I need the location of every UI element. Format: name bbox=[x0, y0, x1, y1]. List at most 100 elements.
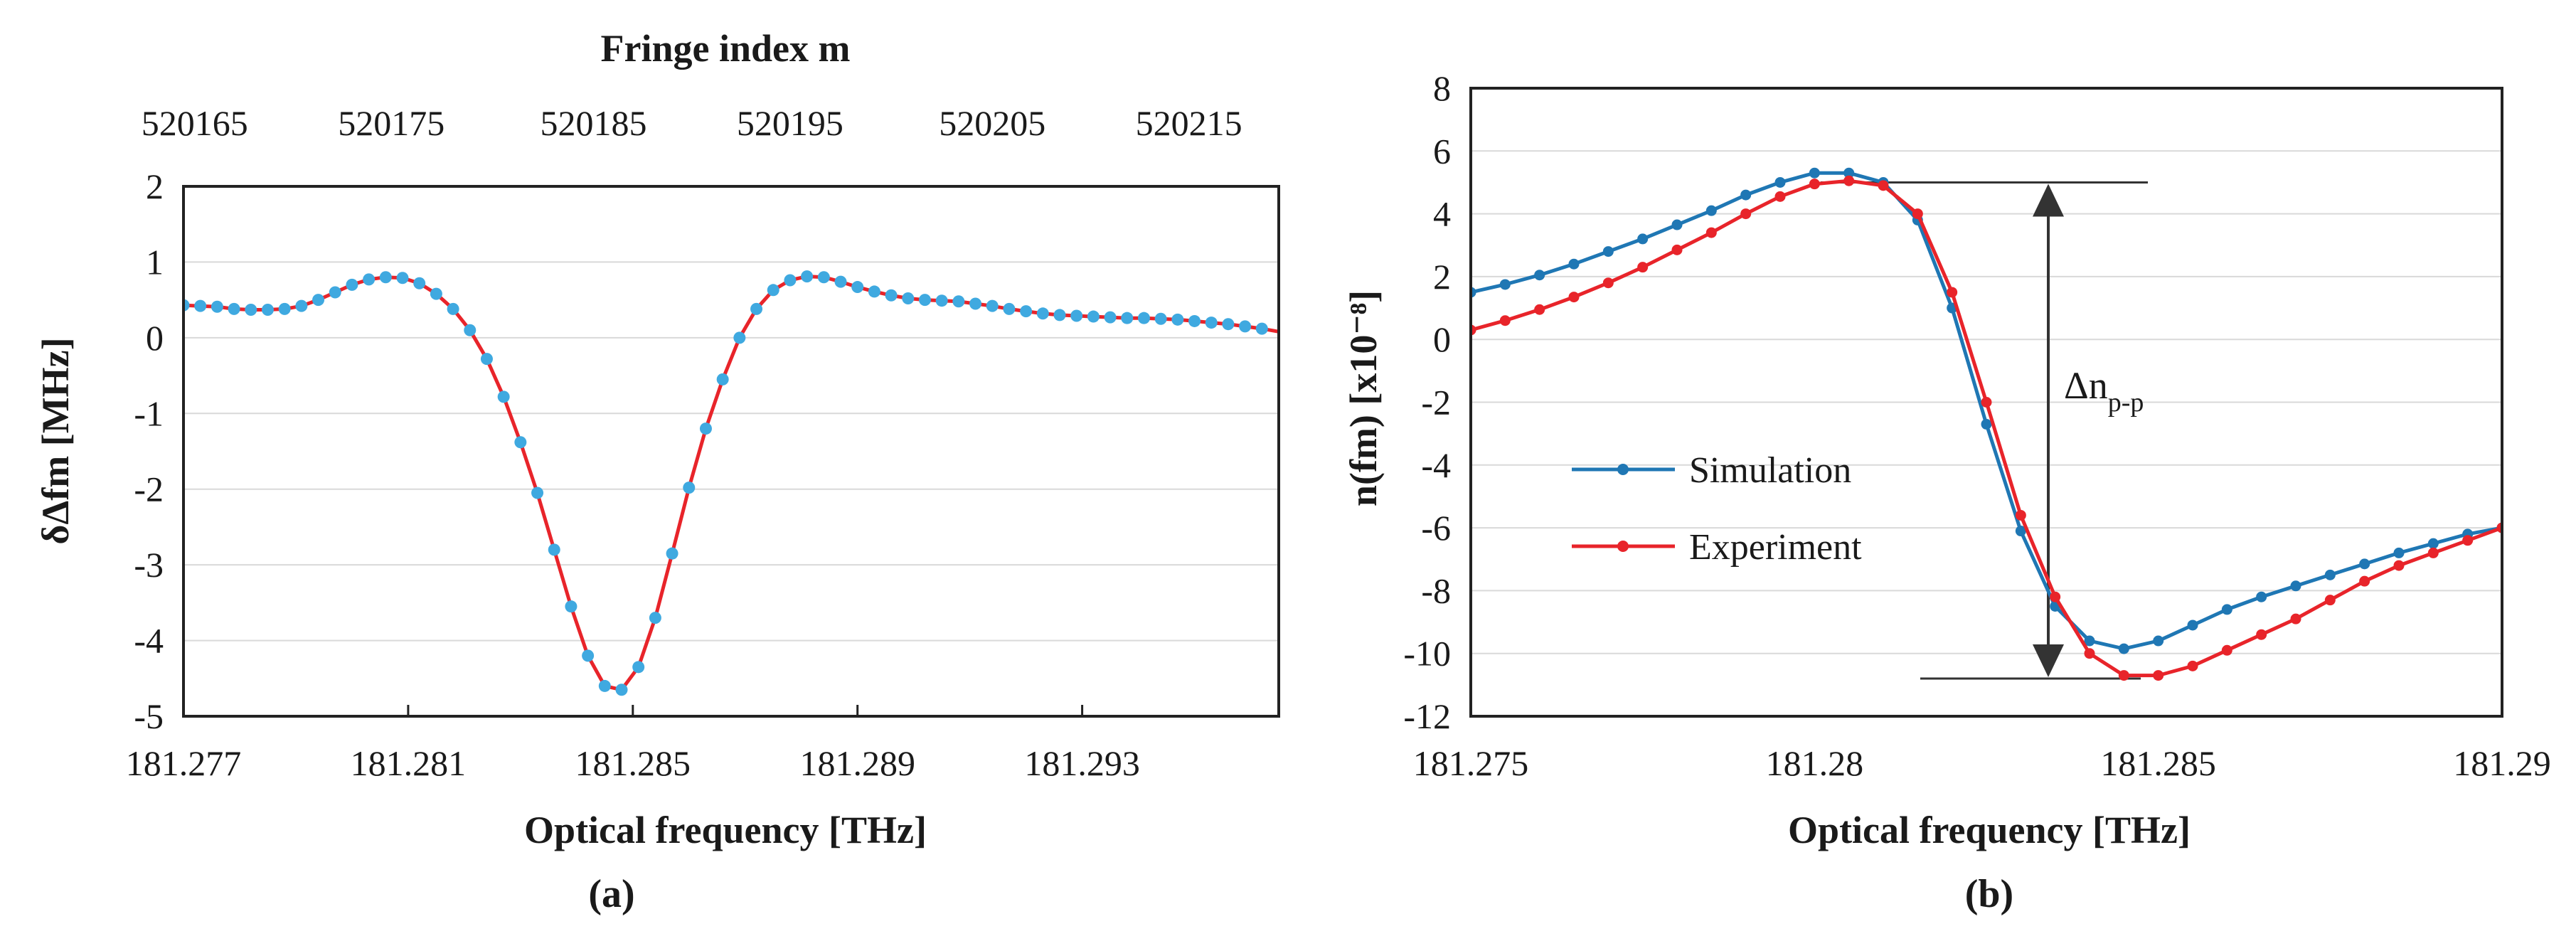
data-point-experiment bbox=[1602, 277, 1614, 289]
x-tick-label: 181.289 bbox=[799, 743, 915, 783]
data-point-experiment bbox=[1981, 397, 1992, 408]
y-tick-label: 6 bbox=[1433, 131, 1451, 171]
data-point bbox=[733, 331, 746, 344]
data-point bbox=[514, 436, 527, 449]
top-tick-label: 520195 bbox=[737, 103, 843, 143]
data-point bbox=[834, 275, 847, 288]
top-tick-label: 520165 bbox=[142, 103, 248, 143]
data-point-experiment bbox=[1499, 315, 1511, 326]
data-point-experiment bbox=[2153, 670, 2164, 681]
data-point bbox=[1020, 305, 1033, 318]
data-point bbox=[649, 612, 661, 624]
y-tick-label: -5 bbox=[134, 696, 164, 736]
data-point bbox=[683, 482, 696, 494]
data-point-simulation bbox=[1981, 418, 1992, 430]
y-tick-label: -3 bbox=[134, 545, 164, 585]
data-point bbox=[817, 271, 830, 284]
data-point bbox=[1137, 312, 1150, 324]
top-axis-title: Fringe index m bbox=[601, 27, 851, 70]
data-point-simulation bbox=[2359, 558, 2370, 570]
data-point bbox=[902, 292, 915, 305]
data-point-simulation bbox=[1774, 176, 1786, 188]
y-tick-label: -10 bbox=[1403, 634, 1451, 674]
y-tick-label: 2 bbox=[1433, 257, 1451, 297]
data-point-simulation bbox=[1602, 246, 1614, 257]
data-point-experiment bbox=[2359, 575, 2370, 587]
data-point-simulation bbox=[1499, 279, 1511, 290]
data-point bbox=[1070, 309, 1083, 322]
chart-panel-b: 8 6 4 2 0 -2 -4 -6 -8 -10 -12 181.275 181.28 181.285… bbox=[1342, 68, 2551, 916]
data-point bbox=[851, 281, 864, 294]
data-point-experiment bbox=[2290, 613, 2301, 624]
y-tick-label: -4 bbox=[134, 621, 164, 661]
data-point bbox=[413, 277, 426, 289]
data-point bbox=[379, 271, 392, 284]
x-tick-label: 181.277 bbox=[126, 743, 242, 783]
legend-swatch-marker bbox=[1617, 541, 1629, 552]
data-point bbox=[278, 302, 291, 315]
data-point-experiment bbox=[1705, 227, 1717, 238]
x-axis-title: Optical frequency [THz] bbox=[524, 809, 927, 851]
plot-frame bbox=[182, 185, 1280, 718]
data-point-experiment bbox=[1843, 175, 1855, 186]
data-point bbox=[1255, 322, 1268, 335]
data-point bbox=[548, 543, 560, 556]
y-tick-label: -12 bbox=[1403, 696, 1451, 736]
y-tick-labels: 8 6 4 2 0 -2 -4 -6 -8 -10 -12 bbox=[1403, 68, 1451, 736]
data-point-simulation bbox=[1705, 205, 1717, 216]
data-point bbox=[194, 299, 207, 312]
x-tick-label: 181.293 bbox=[1024, 743, 1140, 783]
data-point bbox=[918, 294, 931, 307]
data-point-experiment bbox=[1740, 208, 1752, 220]
data-point bbox=[363, 273, 376, 286]
data-point-simulation bbox=[2221, 604, 2232, 615]
data-point-experiment bbox=[1878, 180, 1889, 191]
y-tick-labels: 2 1 0 -1 -2 -3 -4 -5 bbox=[134, 166, 164, 736]
data-point-simulation bbox=[1740, 189, 1752, 201]
y-tick-label: -1 bbox=[134, 393, 164, 433]
data-point-experiment bbox=[1947, 287, 1958, 298]
plot-frame bbox=[1469, 87, 2503, 718]
data-point bbox=[480, 353, 493, 366]
data-point-experiment bbox=[2462, 535, 2474, 546]
data-point-experiment bbox=[2015, 509, 2026, 521]
y-tick-label: -2 bbox=[134, 469, 164, 509]
y-tick-label: -8 bbox=[1421, 570, 1451, 610]
top-tick-label: 520205 bbox=[939, 103, 1045, 143]
legend-swatch-marker bbox=[1617, 464, 1629, 475]
data-point bbox=[935, 294, 948, 307]
data-point bbox=[430, 287, 442, 300]
data-point bbox=[1171, 313, 1184, 326]
data-point bbox=[396, 272, 409, 285]
y-axis-title: n(fm) [x10⁻⁸] bbox=[1342, 290, 1385, 506]
x-tick-label: 181.285 bbox=[2100, 743, 2216, 783]
data-point bbox=[211, 300, 223, 313]
data-point bbox=[312, 294, 325, 307]
x-tick-label: 181.275 bbox=[1413, 743, 1529, 783]
data-point bbox=[1087, 310, 1100, 323]
top-tick-label: 520175 bbox=[338, 103, 445, 143]
data-point-experiment bbox=[2256, 629, 2267, 640]
data-point bbox=[1121, 312, 1134, 324]
legend-label: Simulation bbox=[1689, 450, 1851, 491]
data-point-simulation bbox=[2084, 635, 2095, 647]
data-point-experiment bbox=[1637, 262, 1649, 273]
top-tick-label: 520185 bbox=[541, 103, 647, 143]
delta-n-annotation: Δnp-p bbox=[1821, 181, 2148, 680]
data-point-simulation bbox=[2393, 547, 2405, 558]
data-point bbox=[565, 600, 578, 613]
data-point-simulation bbox=[2427, 538, 2439, 549]
data-point-experiment bbox=[2427, 547, 2439, 558]
data-point bbox=[1053, 309, 1066, 321]
data-point-experiment bbox=[1912, 208, 1923, 220]
panel-caption: (a) bbox=[588, 872, 634, 916]
data-point-experiment bbox=[2221, 644, 2232, 656]
data-point bbox=[952, 295, 965, 308]
data-point bbox=[1104, 311, 1117, 324]
x-tick-label: 181.281 bbox=[351, 743, 467, 783]
y-tick-label: 0 bbox=[146, 318, 164, 358]
data-point bbox=[885, 289, 898, 302]
data-point bbox=[1222, 318, 1235, 331]
x-tick-label: 181.28 bbox=[1766, 743, 1864, 783]
data-point bbox=[329, 286, 341, 299]
